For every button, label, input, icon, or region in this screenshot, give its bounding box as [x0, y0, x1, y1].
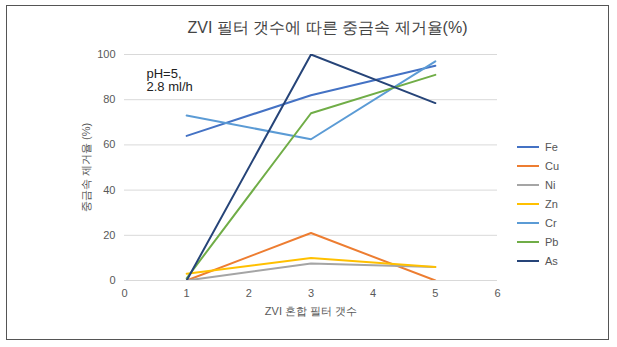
svg-text:0: 0 [109, 274, 115, 286]
svg-text:40: 40 [103, 184, 115, 196]
html-text:Zn: Zn [545, 197, 558, 210]
html-text:Pb: Pb [545, 235, 559, 248]
html-text:Fe: Fe [545, 140, 558, 153]
svg-text:2: 2 [246, 287, 252, 299]
svg-text:6: 6 [494, 287, 500, 299]
svg-text:0: 0 [121, 287, 127, 299]
html-text:ZVI 필터 갯수에 따른 중금속 제거율(%): ZVI 필터 갯수에 따른 중금속 제거율(%) [187, 19, 468, 36]
svg-text:3: 3 [308, 287, 314, 299]
svg-text:20: 20 [103, 229, 115, 241]
svg-text:60: 60 [103, 138, 115, 150]
html-text:As: As [545, 254, 558, 267]
svg-text:pH=5,2.8 ml/h: pH=5,2.8 ml/h [147, 66, 193, 94]
html-text:Ni: Ni [545, 178, 556, 191]
svg-text:중금속 제거율 (%): 중금속 제거율 (%) [80, 123, 92, 212]
html-text:Cu: Cu [545, 159, 560, 172]
svg-text:1: 1 [184, 287, 190, 299]
svg-text:5: 5 [432, 287, 438, 299]
svg-text:4: 4 [370, 287, 376, 299]
html-text:Cr: Cr [545, 216, 557, 229]
svg-text:ZVI 혼합 필터 갯수: ZVI 혼합 필터 갯수 [265, 305, 357, 317]
svg-text:80: 80 [103, 93, 115, 105]
svg-text:100: 100 [97, 48, 115, 60]
